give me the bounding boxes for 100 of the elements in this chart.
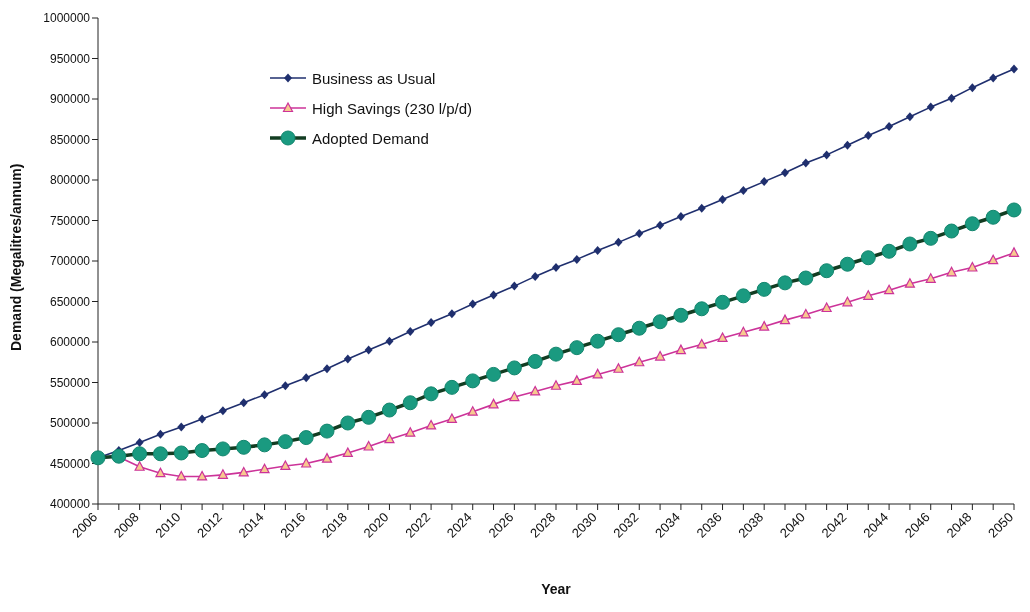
point (550, 380, 562, 390)
point (739, 186, 748, 196)
point (760, 177, 769, 187)
y-tick-label: 650000 (49, 294, 91, 309)
point (364, 345, 373, 355)
point (134, 461, 145, 471)
point (363, 440, 374, 451)
y-tick-label: 850000 (49, 132, 91, 147)
legend-label: Adopted Demand (312, 129, 429, 147)
point (842, 296, 853, 307)
point (156, 429, 165, 439)
point (531, 271, 540, 281)
point (904, 278, 916, 288)
point (425, 419, 437, 430)
point (446, 413, 458, 424)
point (988, 254, 999, 265)
point (198, 414, 207, 424)
point (530, 385, 541, 396)
y-tick-label: 800000 (49, 173, 91, 188)
point (696, 338, 707, 349)
y-tick-label: 1000000 (43, 11, 91, 26)
point (1008, 247, 1020, 257)
point (781, 168, 789, 178)
point (155, 467, 166, 478)
point (196, 470, 208, 481)
point (885, 122, 894, 132)
point (967, 261, 978, 272)
point (718, 194, 727, 204)
y-tick-label: 700000 (49, 254, 91, 269)
point (571, 375, 582, 385)
point (656, 220, 665, 230)
legend-label: Business as Usual (312, 69, 436, 87)
point (968, 83, 977, 93)
point (925, 273, 936, 283)
y-tick-label: 750000 (49, 213, 91, 228)
point (697, 203, 706, 213)
point (280, 460, 291, 471)
point (217, 469, 229, 479)
point (634, 356, 645, 367)
point (468, 299, 477, 309)
y-tick-label: 550000 (49, 375, 91, 390)
point (613, 363, 624, 373)
point (947, 93, 956, 103)
y-tick-label: 500000 (49, 416, 91, 431)
point (572, 254, 581, 264)
point (510, 281, 519, 291)
point (822, 150, 831, 160)
point (905, 112, 914, 122)
y-tick-label: 450000 (49, 456, 91, 471)
point (843, 140, 852, 150)
point (863, 290, 874, 300)
point (135, 437, 144, 447)
point (676, 211, 685, 221)
point (301, 457, 312, 468)
y-tick-label: 600000 (49, 335, 91, 350)
point (592, 368, 603, 379)
point (323, 364, 331, 374)
y-tick-label: 900000 (49, 92, 91, 107)
point (738, 326, 749, 337)
point (281, 381, 290, 391)
point (218, 406, 227, 416)
point (447, 309, 456, 319)
point (989, 73, 998, 83)
point (259, 463, 270, 474)
y-axis-title: Demand (Megalitres/annum) (7, 163, 24, 351)
y-tick-label: 400000 (49, 497, 91, 512)
point (654, 350, 666, 361)
point (343, 354, 352, 364)
point (385, 336, 394, 346)
point (821, 302, 832, 313)
point (864, 130, 873, 140)
point (779, 314, 791, 325)
point (801, 158, 810, 168)
point (321, 453, 333, 463)
point (467, 406, 478, 416)
point (302, 373, 311, 383)
point (800, 308, 811, 319)
point (593, 245, 602, 255)
point (509, 391, 520, 402)
point (177, 422, 186, 432)
point (883, 284, 895, 295)
point (427, 318, 436, 328)
point (1010, 64, 1018, 74)
x-axis-title: Year (541, 581, 572, 597)
point (926, 102, 935, 112)
point (614, 237, 623, 247)
point (176, 470, 187, 481)
point (384, 433, 395, 444)
legend-label: High Savings (230 l/p/d) (312, 99, 473, 117)
y-tick-label: 950000 (49, 51, 91, 66)
point (342, 447, 353, 458)
point (239, 398, 248, 408)
point (675, 344, 687, 355)
point (946, 266, 957, 277)
point (405, 427, 416, 437)
point (488, 398, 499, 409)
point (238, 466, 249, 477)
point (406, 326, 415, 336)
point (759, 321, 770, 331)
point (635, 228, 644, 238)
